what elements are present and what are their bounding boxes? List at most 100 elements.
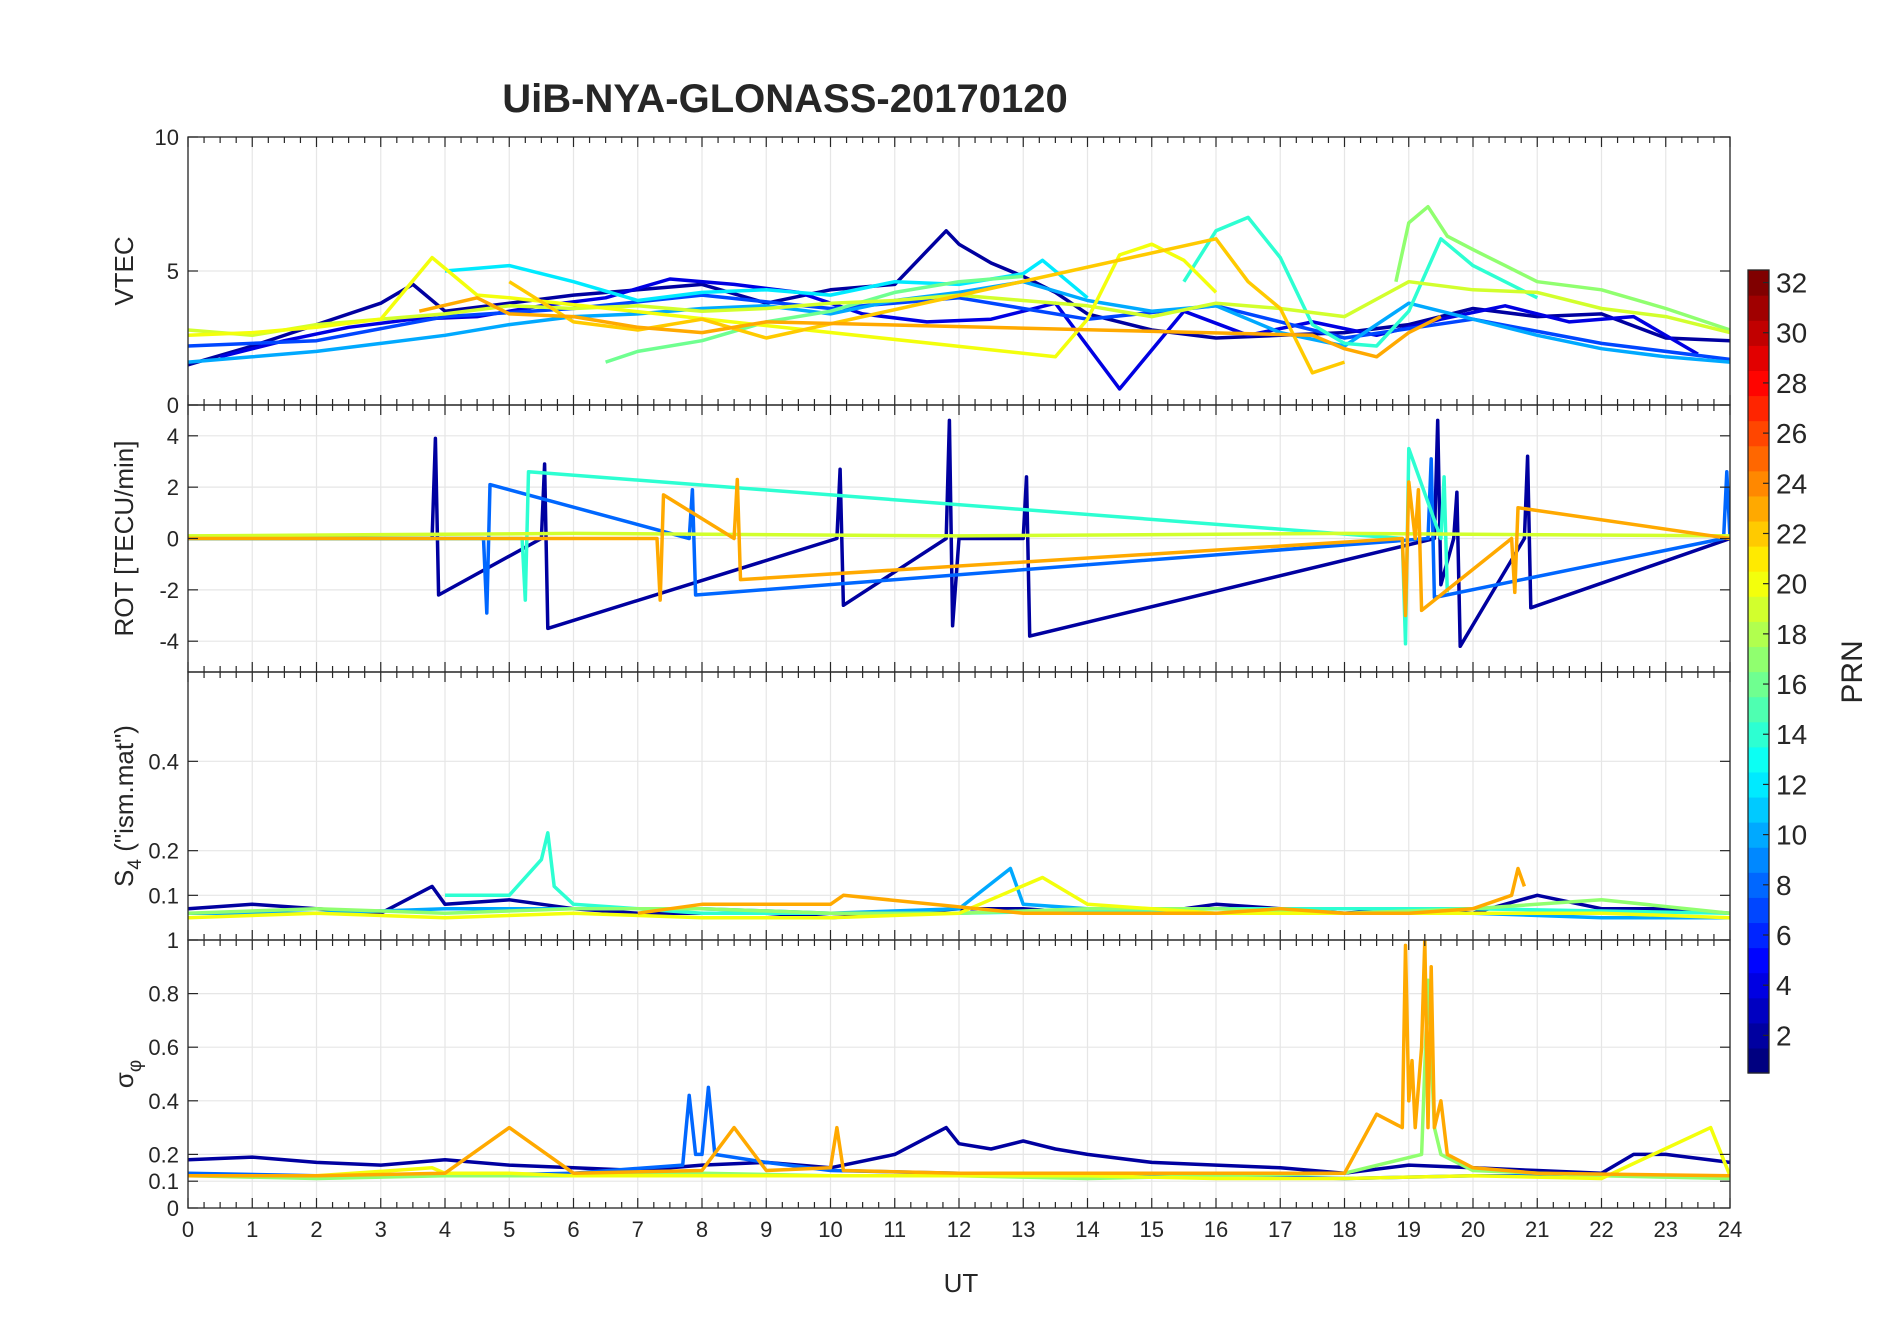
vtec-series-prn-12 bbox=[444, 258, 1089, 303]
y-tick-label: 0.1 bbox=[148, 883, 179, 908]
colorbar-swatch bbox=[1748, 621, 1769, 647]
sigma_phi-series-prn-20 bbox=[188, 1125, 1730, 1181]
colorbar-swatch bbox=[1748, 1022, 1769, 1049]
x-tick-label: 18 bbox=[1332, 1217, 1356, 1242]
sigma_phi-series-prn-23 bbox=[188, 940, 1730, 1178]
x-tick-label: 12 bbox=[947, 1217, 971, 1242]
colorbar-tick-label: 4 bbox=[1776, 970, 1792, 1001]
vtec-series-prn-14 bbox=[1182, 215, 1539, 348]
y-axis-label-subscript: 4 bbox=[125, 859, 146, 870]
colorbar-tick-label: 10 bbox=[1776, 820, 1807, 851]
colorbar-swatch bbox=[1748, 947, 1769, 974]
y-axis-label-base: σ bbox=[109, 1072, 139, 1088]
colorbar-swatch bbox=[1748, 771, 1769, 798]
colorbar-swatch bbox=[1748, 671, 1769, 698]
vtec-series-prn-23 bbox=[418, 296, 1442, 359]
x-tick-label: 17 bbox=[1268, 1217, 1292, 1242]
panel-sigma_phi: 00.10.2 0.4 0.6 0.8 1 σφ bbox=[109, 928, 1731, 1221]
x-tick-label: 7 bbox=[632, 1217, 644, 1242]
rot-series-prn-23 bbox=[188, 477, 1730, 618]
colorbar-label: PRN bbox=[1836, 640, 1869, 703]
x-tick-label: 13 bbox=[1011, 1217, 1035, 1242]
colorbar-tick-label: 14 bbox=[1776, 719, 1807, 750]
s4-series-prn-20 bbox=[188, 875, 1730, 920]
colorbar-tick-label: 24 bbox=[1776, 468, 1807, 499]
colorbar-swatch bbox=[1748, 872, 1769, 898]
x-tick-label: 22 bbox=[1589, 1217, 1613, 1242]
x-tick-label: 24 bbox=[1718, 1217, 1742, 1242]
y-axis-label: VTEC bbox=[109, 236, 139, 305]
y-tick-label: 4 bbox=[167, 424, 179, 449]
x-axis-label: UT bbox=[944, 1268, 979, 1298]
colorbar-tick-label: 20 bbox=[1776, 569, 1807, 600]
vtec-series-prn-4 bbox=[219, 277, 1699, 391]
colorbar-tick-label: 30 bbox=[1776, 318, 1807, 349]
y-tick-label: 0.2 bbox=[148, 839, 179, 864]
x-tick-label: 14 bbox=[1075, 1217, 1099, 1242]
colorbar-swatch bbox=[1748, 320, 1769, 346]
x-tick-label: 16 bbox=[1204, 1217, 1228, 1242]
vtec-series-prn-2 bbox=[188, 229, 1730, 367]
y-tick-label: 0.8 bbox=[148, 982, 179, 1007]
chart-title: UiB-NYA-GLONASS-20170120 bbox=[502, 77, 1067, 121]
colorbar-tick-label: 2 bbox=[1776, 1020, 1792, 1051]
panel-rot: -4 -2 0 2 4 ROT [TECU/min] bbox=[109, 404, 1731, 673]
vtec-series-group bbox=[188, 204, 1730, 391]
colorbar-swatch bbox=[1748, 922, 1769, 949]
y-axis-label: S4 ("ism.mat") bbox=[109, 725, 146, 887]
y-tick-label: 1 bbox=[167, 928, 179, 953]
x-tick-label: 3 bbox=[375, 1217, 387, 1242]
y-axis-label: σφ bbox=[109, 1060, 146, 1088]
colorbar-swatch bbox=[1748, 897, 1769, 924]
colorbar-swatch bbox=[1748, 796, 1769, 823]
vtec-series-prn-16 bbox=[605, 274, 1024, 364]
y-tick-label: 10 bbox=[155, 125, 179, 150]
y-tick-label: 5 bbox=[167, 259, 179, 284]
y-axis-label: ROT [TECU/min] bbox=[109, 441, 139, 637]
colorbar-swatch bbox=[1748, 520, 1769, 547]
rot-series-prn-19 bbox=[188, 531, 1730, 538]
y-tick-label: 0.4 bbox=[148, 1089, 179, 1114]
x-tick-label: 10 bbox=[818, 1217, 842, 1242]
rot-series-prn-2 bbox=[188, 418, 1730, 649]
colorbar-swatch bbox=[1748, 972, 1769, 999]
colorbar-tick-label: 6 bbox=[1776, 920, 1792, 951]
panel-vtec: 0 5 10 VTEC bbox=[109, 125, 1731, 418]
colorbar-tick-label: 12 bbox=[1776, 769, 1807, 800]
x-tick-label: 20 bbox=[1461, 1217, 1485, 1242]
y-axis-label-base: S bbox=[109, 870, 139, 887]
colorbar-tick-label: 18 bbox=[1776, 619, 1807, 650]
colorbar-tick-label: 8 bbox=[1776, 870, 1792, 901]
x-tick-label: 6 bbox=[567, 1217, 579, 1242]
y-axis-label-rest: ("ism.mat") bbox=[109, 725, 139, 859]
x-tick-labels: 0 1 2 3 4 5 6 7 8 9 10 11 12 13 14 15 16 17 18 19 20 21 22 23 24 bbox=[182, 1217, 1742, 1242]
x-tick-label: 21 bbox=[1525, 1217, 1549, 1242]
vtec-series-prn-17 bbox=[1394, 204, 1730, 332]
x-tick-label: 1 bbox=[246, 1217, 258, 1242]
colorbar-swatch bbox=[1748, 495, 1769, 522]
colorbar-swatch bbox=[1748, 395, 1769, 422]
colorbar-swatch bbox=[1748, 696, 1769, 723]
colorbar-swatch bbox=[1748, 470, 1769, 497]
y-tick-label: 0.2 bbox=[148, 1142, 179, 1167]
colorbar-swatch bbox=[1748, 420, 1769, 447]
colorbar-swatch bbox=[1748, 546, 1769, 572]
colorbar-tick-label: 32 bbox=[1776, 268, 1807, 299]
vtec-series-prn-10 bbox=[188, 279, 1730, 364]
panel-s4: 0.10.20.4S4 ("ism.mat") bbox=[109, 671, 1731, 941]
sigma_phi-series-group bbox=[188, 940, 1730, 1181]
s4-series-prn-23 bbox=[637, 866, 1527, 915]
s4-series-group bbox=[188, 831, 1730, 920]
x-tick-label: 2 bbox=[310, 1217, 322, 1242]
colorbar-tick-label: 22 bbox=[1776, 518, 1807, 549]
colorbar-swatch bbox=[1748, 822, 1769, 848]
vtec-series-prn-20 bbox=[188, 242, 1218, 359]
colorbar-swatch bbox=[1748, 345, 1769, 371]
y-tick-label: 0 bbox=[167, 527, 179, 552]
x-tick-label: 8 bbox=[696, 1217, 708, 1242]
y-tick-label: 0 bbox=[167, 1196, 179, 1221]
y-axis-label-subscript: φ bbox=[125, 1060, 146, 1072]
